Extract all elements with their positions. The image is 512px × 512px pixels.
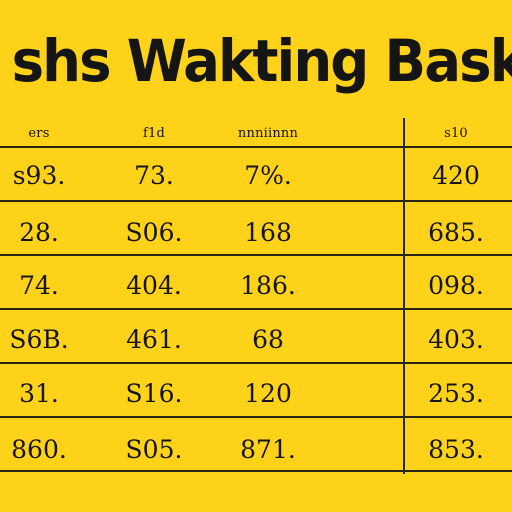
table-cell: 871. <box>240 434 296 464</box>
table-cell: 860. <box>11 434 67 464</box>
table-cell: S05. <box>125 434 183 464</box>
table-cell: 31. <box>19 378 59 408</box>
row-divider <box>0 254 512 256</box>
page-title-text: shs Wakting Baskisiher <box>11 27 512 95</box>
page-title: shs Wakting Baskisiher <box>0 18 512 104</box>
table-row: 31. S16. 120 253. <box>0 367 512 419</box>
table-cell: 68 <box>252 324 284 354</box>
table-cell: 186. <box>240 270 296 300</box>
table-cell: 685. <box>428 217 484 247</box>
table-cell: 853. <box>428 434 484 464</box>
table-row: 28. S06. 168 685. <box>0 206 512 258</box>
column-header: ers <box>28 125 50 141</box>
table-row: S6B. 461. 68 403. <box>0 313 512 365</box>
table-cell: 404. <box>126 270 182 300</box>
table-cell: S6B. <box>9 324 69 354</box>
table-header: ers f1d nnniinnn s10 <box>0 118 512 148</box>
table-cell: 28. <box>19 217 59 247</box>
table-cell: 120 <box>244 378 292 408</box>
table-cell: 098. <box>428 270 484 300</box>
header-divider <box>0 146 512 148</box>
table-cell: S06. <box>125 217 183 247</box>
table-row: 74. 404. 186. 098. <box>0 259 512 311</box>
table-cell: 420 <box>432 160 480 190</box>
row-divider <box>0 362 512 364</box>
table-cell: 73. <box>134 160 174 190</box>
data-table: ers f1d nnniinnn s10 s93. 73. 7%. 420 28… <box>0 118 512 478</box>
table-row: s93. 73. 7%. 420 <box>0 149 512 201</box>
table-cell: 253. <box>428 378 484 408</box>
column-header: s10 <box>444 125 468 141</box>
bottom-divider <box>0 470 512 472</box>
row-divider <box>0 308 512 310</box>
row-divider <box>0 200 512 202</box>
column-header: f1d <box>142 125 165 141</box>
table-cell: 403. <box>428 324 484 354</box>
row-divider <box>0 416 512 418</box>
table-cell: s93. <box>12 160 66 190</box>
table-row: 860. S05. 871. 853. <box>0 423 512 475</box>
table-cell: 7%. <box>244 160 292 190</box>
table-cell: 461. <box>126 324 182 354</box>
table-cell: 74. <box>19 270 59 300</box>
column-divider <box>403 118 405 474</box>
table-cell: S16. <box>125 378 183 408</box>
table-cell: 168 <box>244 217 292 247</box>
column-header: nnniinnn <box>237 125 299 141</box>
